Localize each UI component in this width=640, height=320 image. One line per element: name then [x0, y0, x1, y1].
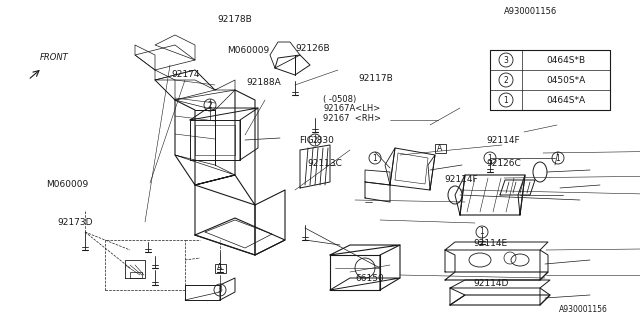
Text: FRONT: FRONT: [40, 53, 68, 62]
Text: 2: 2: [207, 100, 212, 109]
Text: 0464S*B: 0464S*B: [547, 55, 586, 65]
Text: ( -0508): ( -0508): [323, 95, 356, 104]
Text: A: A: [218, 263, 223, 273]
Text: 3: 3: [218, 285, 223, 294]
Text: 92167  <RH>: 92167 <RH>: [323, 114, 381, 123]
Text: 92113C: 92113C: [307, 159, 342, 168]
Text: A930001156: A930001156: [504, 7, 557, 16]
Text: 92126B: 92126B: [296, 44, 330, 52]
Text: FIG.830: FIG.830: [300, 136, 334, 145]
Text: 1: 1: [479, 228, 484, 236]
Text: M060009: M060009: [227, 46, 269, 55]
Text: 92126C: 92126C: [486, 159, 521, 168]
Bar: [214, 263, 225, 273]
Text: 1: 1: [372, 154, 378, 163]
Text: 1: 1: [488, 154, 492, 163]
Text: M060009: M060009: [46, 180, 88, 188]
Text: 0450S*A: 0450S*A: [547, 76, 586, 84]
Text: 92114E: 92114E: [474, 239, 508, 248]
Text: 92114F: 92114F: [486, 136, 520, 145]
Text: 92178B: 92178B: [218, 15, 252, 24]
Text: A: A: [437, 143, 443, 153]
Text: 3: 3: [504, 55, 508, 65]
Text: 92114F: 92114F: [445, 175, 479, 184]
Text: 1: 1: [504, 95, 508, 105]
Bar: [435, 143, 445, 153]
Text: 92188A: 92188A: [247, 78, 282, 87]
Text: 0464S*A: 0464S*A: [547, 95, 586, 105]
Text: 1: 1: [556, 154, 561, 163]
Text: 66150: 66150: [355, 274, 384, 283]
Text: 92117B: 92117B: [358, 74, 393, 83]
Text: 2: 2: [504, 76, 508, 84]
Text: 92114D: 92114D: [474, 279, 509, 288]
Text: 2: 2: [312, 135, 317, 145]
Text: A930001156: A930001156: [559, 305, 608, 314]
Text: 92173D: 92173D: [58, 218, 93, 227]
Text: 92174: 92174: [172, 70, 200, 79]
Text: 92167A<LH>: 92167A<LH>: [323, 104, 380, 113]
